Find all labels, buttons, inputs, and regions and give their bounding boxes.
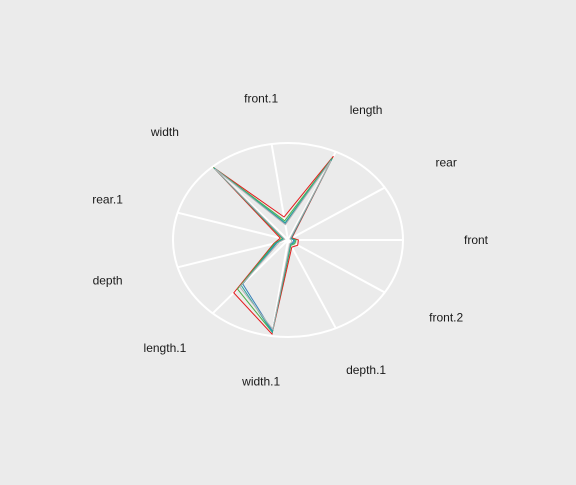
axis-label-width: width: [150, 125, 179, 139]
axis-label-width-1: width.1: [241, 375, 280, 389]
axis-label-rear: rear: [436, 156, 457, 170]
axis-label-length: length: [350, 103, 383, 117]
radar-spoke-depth: [178, 240, 288, 267]
axis-label-length-1: length.1: [144, 341, 187, 355]
axis-label-depth-1: depth.1: [346, 363, 386, 377]
axis-label-depth: depth: [93, 273, 123, 287]
axis-label-front: front: [464, 233, 489, 247]
axis-label-front-2: front.2: [429, 310, 463, 324]
axis-label-front-1: front.1: [244, 92, 278, 106]
axis-label-rear-1: rear.1: [92, 193, 123, 207]
